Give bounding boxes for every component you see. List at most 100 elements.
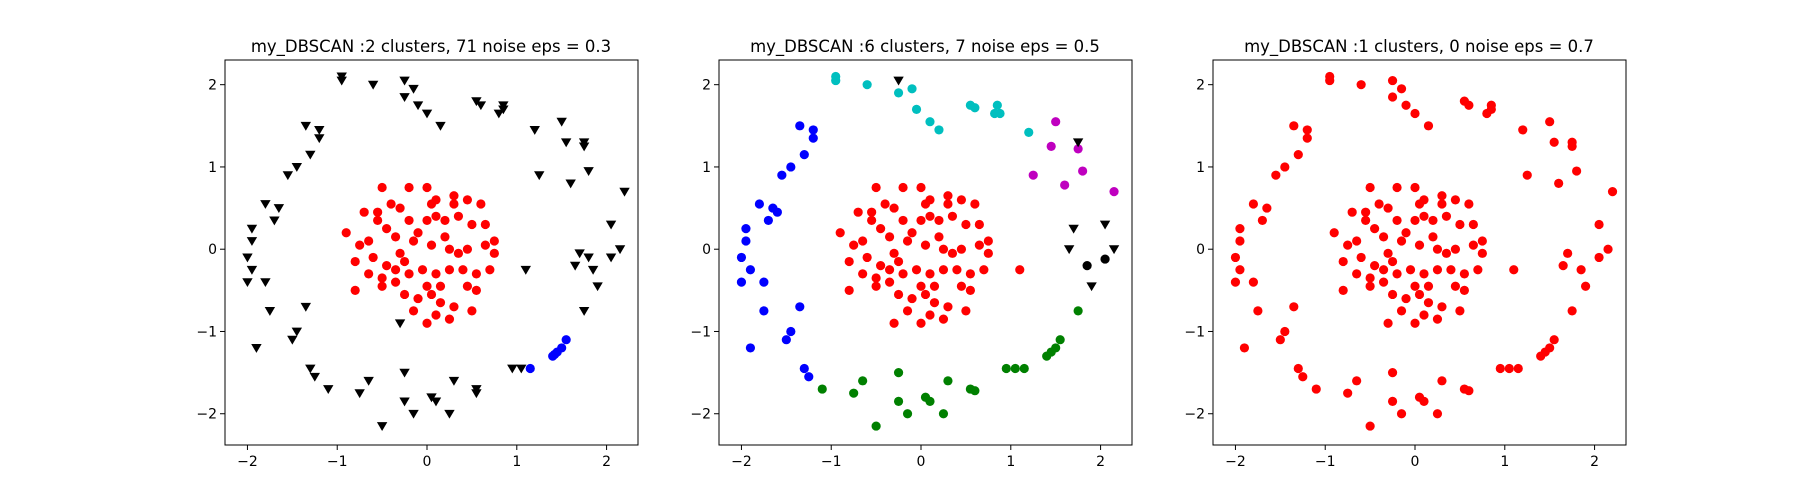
cluster-point <box>1477 236 1487 246</box>
cluster-point <box>934 232 944 242</box>
noise-point <box>309 372 320 382</box>
cluster-point <box>871 273 881 283</box>
cluster-point <box>1352 236 1362 246</box>
cluster-point <box>759 277 769 287</box>
cluster-point <box>934 215 944 226</box>
cluster-point <box>925 195 935 205</box>
noise-point <box>399 368 410 378</box>
cluster-point <box>777 170 787 180</box>
cluster-point <box>867 215 877 226</box>
noise-point <box>363 376 374 386</box>
noise-point <box>260 278 271 288</box>
cluster-point <box>1338 285 1348 295</box>
cluster-point <box>1109 187 1119 197</box>
cluster-point <box>956 244 967 254</box>
cluster-point <box>902 306 913 316</box>
cluster-point <box>431 195 441 205</box>
cluster-point <box>462 244 473 254</box>
cluster-point <box>350 285 360 295</box>
noise-point <box>399 93 410 102</box>
noise-point <box>893 76 904 86</box>
noise-point <box>399 76 410 86</box>
cluster-point <box>1343 240 1353 250</box>
cluster-point <box>889 318 899 328</box>
cluster-point <box>741 236 751 246</box>
cluster-point <box>1414 289 1425 300</box>
cluster-point <box>911 265 922 275</box>
cluster-point <box>938 314 949 324</box>
cluster-point <box>1580 281 1591 291</box>
cluster-point <box>736 277 747 287</box>
cluster-point <box>965 269 975 279</box>
y-tick-label: 2 <box>1196 78 1205 94</box>
cluster-point <box>1383 318 1393 328</box>
cluster-point <box>1046 141 1056 151</box>
noise-point <box>367 80 379 90</box>
noise-point <box>578 138 590 148</box>
cluster-point <box>1396 84 1407 94</box>
x-tick-label: 2 <box>1590 454 1599 470</box>
cluster-point <box>1450 195 1461 205</box>
cluster-point <box>907 228 917 238</box>
cluster-point <box>1558 261 1568 271</box>
cluster-point <box>1361 207 1371 217</box>
cluster-point <box>1410 215 1420 226</box>
cluster-point <box>1365 182 1375 193</box>
cluster-point <box>943 191 953 201</box>
cluster-point <box>489 248 499 258</box>
cluster-point <box>1055 335 1065 345</box>
axis-ticks: −2 −1 0 1 2 −2 −1 0 1 2 <box>1184 78 1599 470</box>
cluster-point <box>965 285 975 295</box>
cluster-point <box>1329 228 1339 238</box>
noise-point <box>242 278 253 288</box>
cluster-point <box>1100 254 1110 264</box>
cluster-point <box>453 248 464 258</box>
plot-frame <box>1212 59 1627 446</box>
cluster-point <box>1028 170 1038 180</box>
cluster-point <box>893 289 904 300</box>
cluster-point <box>467 219 477 230</box>
cluster-point <box>449 191 459 201</box>
cluster-point <box>399 289 410 300</box>
cluster-point <box>1594 252 1604 263</box>
cluster-point <box>1383 248 1393 258</box>
cluster-point <box>835 228 845 238</box>
cluster-point <box>862 80 872 90</box>
cluster-point <box>386 199 396 209</box>
cluster-point <box>916 182 926 193</box>
noise-point <box>529 126 540 135</box>
cluster-point <box>858 236 868 246</box>
cluster-point <box>871 182 881 193</box>
cluster-point <box>898 215 908 226</box>
cluster-point <box>1441 211 1452 221</box>
cluster-point <box>431 310 441 320</box>
cluster-point <box>1271 170 1281 180</box>
cluster-point <box>422 318 432 328</box>
cluster-point <box>880 199 890 209</box>
noise-point <box>556 117 567 127</box>
cluster-point <box>1378 265 1389 275</box>
cluster-point <box>413 293 423 304</box>
panel-title: my_DBSCAN :6 clusters, 7 noise eps = 0.5 <box>750 37 1100 57</box>
y-tick-label: 2 <box>702 78 711 94</box>
panel-title: my_DBSCAN :1 clusters, 0 noise eps = 0.7 <box>1244 37 1594 57</box>
noise-point <box>246 237 258 246</box>
cluster-point <box>1410 318 1420 328</box>
cluster-point <box>943 302 953 312</box>
cluster-point <box>1603 244 1613 254</box>
cluster-point <box>763 215 773 226</box>
cluster-point <box>1338 256 1348 267</box>
cluster-point <box>920 289 931 300</box>
noise-point <box>246 224 258 234</box>
cluster-point <box>408 306 419 316</box>
x-tick-label: 0 <box>917 454 926 470</box>
noise-point <box>287 335 298 345</box>
cluster-point <box>444 244 455 254</box>
cluster-point <box>970 386 980 396</box>
cluster-point <box>1343 388 1353 398</box>
cluster-point <box>561 335 571 345</box>
noise-point <box>251 344 262 353</box>
cluster-point <box>943 199 953 209</box>
cluster-point <box>799 150 809 160</box>
noise-point <box>520 265 531 275</box>
